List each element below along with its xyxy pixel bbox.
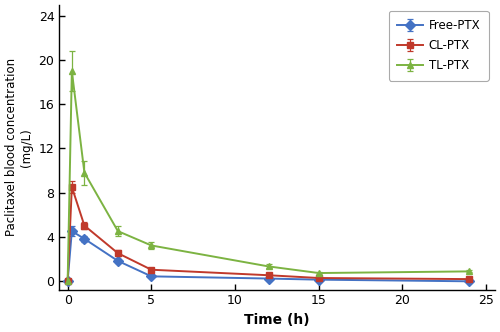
Y-axis label: Paclitaxel blood concentration
(mg/L): Paclitaxel blood concentration (mg/L) [5,58,33,236]
Legend: Free-PTX, CL-PTX, TL-PTX: Free-PTX, CL-PTX, TL-PTX [388,11,488,81]
X-axis label: Time (h): Time (h) [244,313,310,327]
